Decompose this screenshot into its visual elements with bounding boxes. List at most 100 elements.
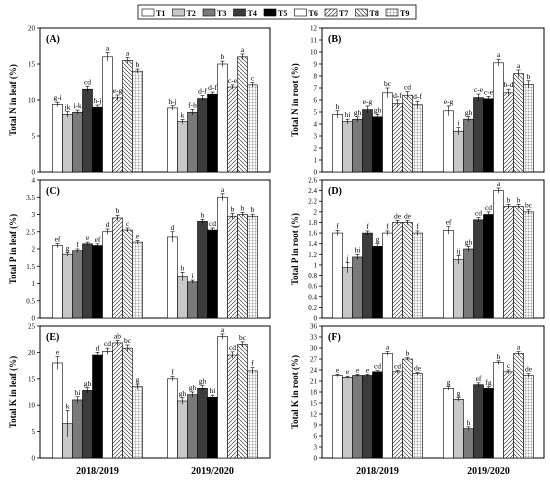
significance-letter: f-h <box>188 100 197 109</box>
bar-t5 <box>483 214 494 319</box>
bar-t7 <box>392 371 403 459</box>
x-category-label: 2018/2019 <box>356 466 399 477</box>
significance-letter: ef <box>55 234 61 243</box>
significance-letter: cd <box>394 361 401 370</box>
significance-letter: a <box>221 185 225 194</box>
y-tick-label: 10 <box>310 49 318 57</box>
bar-t1 <box>443 110 454 173</box>
significance-letter: h-j <box>93 96 101 105</box>
panel-label: (E) <box>46 332 59 343</box>
bar-t2 <box>62 114 73 173</box>
bar-t8 <box>513 73 524 173</box>
bar-t1 <box>332 375 343 459</box>
bar-t7 <box>112 217 123 319</box>
bar-t9 <box>523 375 534 459</box>
y-tick-label: 2.5 <box>26 228 35 236</box>
significance-letter: cd <box>475 209 482 218</box>
significance-letter: hi <box>345 110 351 119</box>
bar-t6 <box>493 62 504 173</box>
bar-t7 <box>392 103 403 173</box>
significance-letter: d-f <box>413 92 422 101</box>
significance-letter: gh <box>374 105 382 114</box>
significance-letter: b <box>116 206 120 215</box>
bar-t8 <box>513 206 524 319</box>
bar-t9 <box>247 215 258 319</box>
bar-t9 <box>523 211 534 319</box>
x-category-label: 2019/2020 <box>467 466 510 477</box>
significance-letter: e <box>56 348 60 357</box>
legend-label-t8: T8 <box>370 9 379 18</box>
significance-letter: fg <box>485 378 491 387</box>
significance-letter: b <box>231 204 235 213</box>
significance-letter: f <box>251 359 254 368</box>
bar-t3 <box>463 118 474 173</box>
bar-t4 <box>362 375 373 459</box>
y-tick-label: 6 <box>314 97 318 105</box>
bar-t1 <box>52 104 63 173</box>
panel-label: (A) <box>46 34 60 45</box>
legend-label-t7: T7 <box>339 9 348 18</box>
legend-swatch-t7 <box>324 8 338 17</box>
significance-letter: a <box>106 43 110 52</box>
bar-t8 <box>402 94 413 173</box>
bar-t2 <box>62 253 73 319</box>
plot-frame <box>39 325 271 459</box>
significance-letter: bc <box>525 201 533 210</box>
significance-letter: ij <box>456 246 460 255</box>
bar-t3 <box>352 256 363 319</box>
bar-t1 <box>167 378 178 459</box>
bar-t7 <box>503 371 514 459</box>
bar-t8 <box>237 344 248 459</box>
bar-t2 <box>453 399 464 459</box>
bar-t9 <box>132 241 143 319</box>
significance-letter: h <box>181 263 185 272</box>
bar-t6 <box>493 190 504 319</box>
significance-letter: i <box>191 271 193 280</box>
bar-t5 <box>483 98 494 173</box>
bar-t5 <box>207 93 218 173</box>
significance-letter: a <box>386 343 390 352</box>
y-tick-label: 1.4 <box>308 240 317 248</box>
significance-letter: g-i <box>53 93 61 102</box>
bar-t9 <box>132 386 143 459</box>
significance-letter: e <box>346 367 350 376</box>
bar-t3 <box>72 399 83 459</box>
significance-letter: b <box>136 60 140 69</box>
y-tick-label: 0 <box>314 315 318 323</box>
bar-t8 <box>122 347 133 459</box>
bar-t1 <box>52 245 63 319</box>
bar-t1 <box>52 362 63 459</box>
significance-letter: b <box>406 349 410 358</box>
bar-t2 <box>342 377 353 459</box>
legend-label-t6: T6 <box>309 9 318 18</box>
bar-t3 <box>72 111 83 173</box>
significance-letter: cd <box>229 343 236 352</box>
significance-letter: a <box>517 61 521 70</box>
bar-t8 <box>513 353 524 459</box>
significance-letter: e-g <box>444 97 454 106</box>
y-tick-label: 0 <box>32 169 36 177</box>
y-tick-label: 2 <box>314 145 318 153</box>
legend-label-t1: T1 <box>156 9 165 18</box>
significance-letter: f <box>366 222 369 231</box>
significance-letter: b <box>527 72 531 81</box>
significance-letter: b <box>201 210 205 219</box>
significance-letter: c-e <box>474 85 484 94</box>
bar-t9 <box>412 373 423 459</box>
significance-letter: i <box>457 119 459 128</box>
bar-t4 <box>82 88 93 173</box>
significance-letter: g <box>376 235 380 244</box>
bar-t4 <box>473 219 484 319</box>
significance-letter: c <box>507 361 511 370</box>
y-tick-label: 3 <box>314 133 318 141</box>
panel-c: 0 0.5 1 1.5 2 2.5 3 3.5 4 Total P in leaf (%) (C) e… <box>8 177 271 323</box>
bar-t8 <box>122 60 133 173</box>
significance-letter: h <box>467 418 471 427</box>
y-tick-label: 21 <box>310 378 318 386</box>
significance-letter: d-f <box>393 91 402 100</box>
significance-letter: a <box>497 179 501 188</box>
significance-letter: cd <box>209 219 216 228</box>
significance-letter: gh <box>84 379 92 388</box>
y-tick-label: 30 <box>310 345 318 353</box>
